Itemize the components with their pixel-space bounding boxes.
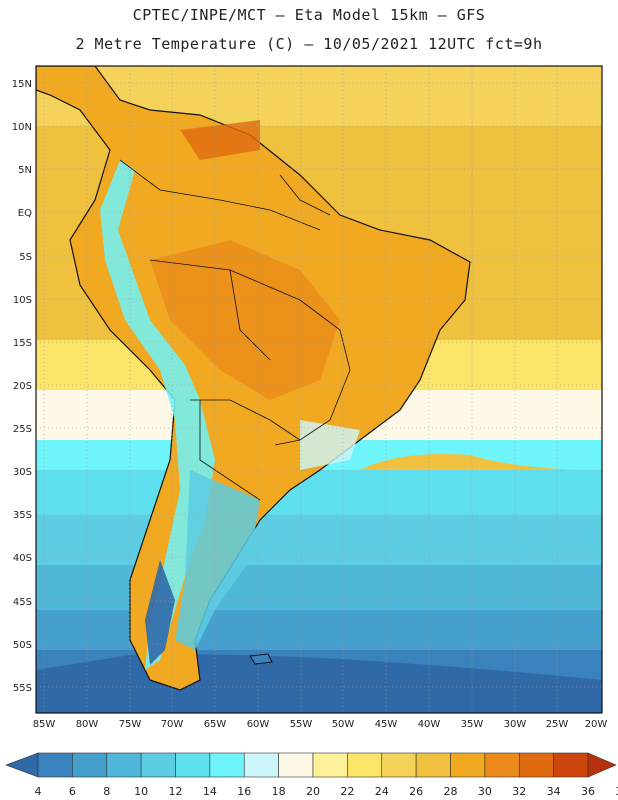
colorbar-swatch	[209, 752, 245, 778]
colorbar-swatch	[312, 752, 348, 778]
lon-label: 60W	[247, 719, 270, 730]
lat-label: 40S	[13, 553, 32, 564]
lon-label: 80W	[76, 719, 99, 730]
colorbar-swatch	[415, 752, 451, 778]
colorbar-swatch	[450, 752, 486, 778]
lat-label: 5N	[18, 165, 32, 176]
lon-label: 45W	[375, 719, 398, 730]
temperature-field	[36, 66, 602, 713]
lon-label: 35W	[461, 719, 484, 730]
colorbar-swatch	[37, 752, 73, 778]
map-title: CPTEC/INPE/MCT – Eta Model 15km – GFS	[132, 6, 486, 24]
lon-label: 85W	[33, 719, 56, 730]
latitude-axis: 15N 10N 5N EQ 5S 10S 15S 20S 25S 30S 35S…	[12, 79, 32, 694]
colorbar-swatch	[106, 752, 142, 778]
lat-label: 5S	[19, 252, 32, 263]
colorbar-swatch	[278, 752, 314, 778]
colorbar-right-arrow	[587, 752, 617, 778]
lat-label: 35S	[13, 510, 32, 521]
colorbar-label: 20	[306, 785, 320, 798]
colorbar-label: 26	[409, 785, 423, 798]
colorbar-swatch	[518, 752, 554, 778]
lat-label: 50S	[13, 640, 32, 651]
colorbar-swatch	[381, 752, 417, 778]
colorbar-label: 28	[444, 785, 458, 798]
colorbar-label: 36	[581, 785, 595, 798]
colorbar-label: 4	[35, 785, 42, 798]
colorbar-swatch	[243, 752, 279, 778]
colorbar-label: 6	[69, 785, 76, 798]
colorbar-label: 32	[512, 785, 526, 798]
colorbar-swatch	[72, 752, 108, 778]
map-frame	[35, 65, 603, 714]
colorbar-label: 30	[478, 785, 492, 798]
colorbar-label: 16	[237, 785, 251, 798]
colorbar-swatch	[347, 752, 383, 778]
colorbar-swatch	[484, 752, 520, 778]
colorbar-label: 12	[169, 785, 183, 798]
lon-label: 70W	[161, 719, 184, 730]
lat-label: 15N	[12, 79, 32, 90]
map-subtitle: 2 Metre Temperature (C) – 10/05/2021 12U…	[75, 35, 543, 53]
colorbar-label: 14	[203, 785, 217, 798]
colorbar-swatch	[553, 752, 589, 778]
colorbar-swatch	[175, 752, 211, 778]
lat-label: 10S	[13, 295, 32, 306]
colorbar-label: 24	[375, 785, 389, 798]
lon-label: 50W	[332, 719, 355, 730]
lon-label: 25W	[546, 719, 569, 730]
lon-label: 30W	[504, 719, 527, 730]
lon-label: 65W	[204, 719, 227, 730]
lon-label: 75W	[119, 719, 142, 730]
colorbar-label: 10	[134, 785, 148, 798]
lat-label: 20S	[13, 381, 32, 392]
colorbar-label: 22	[340, 785, 354, 798]
colorbar-label: 18	[272, 785, 286, 798]
lat-label: 10N	[12, 122, 32, 133]
lat-label: EQ	[18, 208, 32, 219]
andes-cold-band	[100, 160, 215, 670]
lon-label: 55W	[290, 719, 313, 730]
colorbar-label: 34	[547, 785, 561, 798]
lon-label: 40W	[418, 719, 441, 730]
lat-label: 15S	[13, 338, 32, 349]
country-borders	[119, 159, 351, 501]
lon-label: 20W	[585, 719, 608, 730]
colorbar: 4 6 8 10 12 14 16 18 20 22 24 26 28 30 32 34 36 38	[5, 752, 618, 798]
lat-label: 55S	[13, 683, 32, 694]
colorbar-label: 8	[103, 785, 110, 798]
lat-label: 25S	[13, 424, 32, 435]
longitude-axis: 85W 80W 75W 70W 65W 60W 55W 50W 45W 40W …	[33, 719, 608, 730]
colorbar-swatch	[140, 752, 176, 778]
colorbar-left-arrow	[5, 752, 39, 778]
colorbar-label: 38	[615, 785, 618, 798]
lat-label: 45S	[13, 597, 32, 608]
lat-label: 30S	[13, 467, 32, 478]
